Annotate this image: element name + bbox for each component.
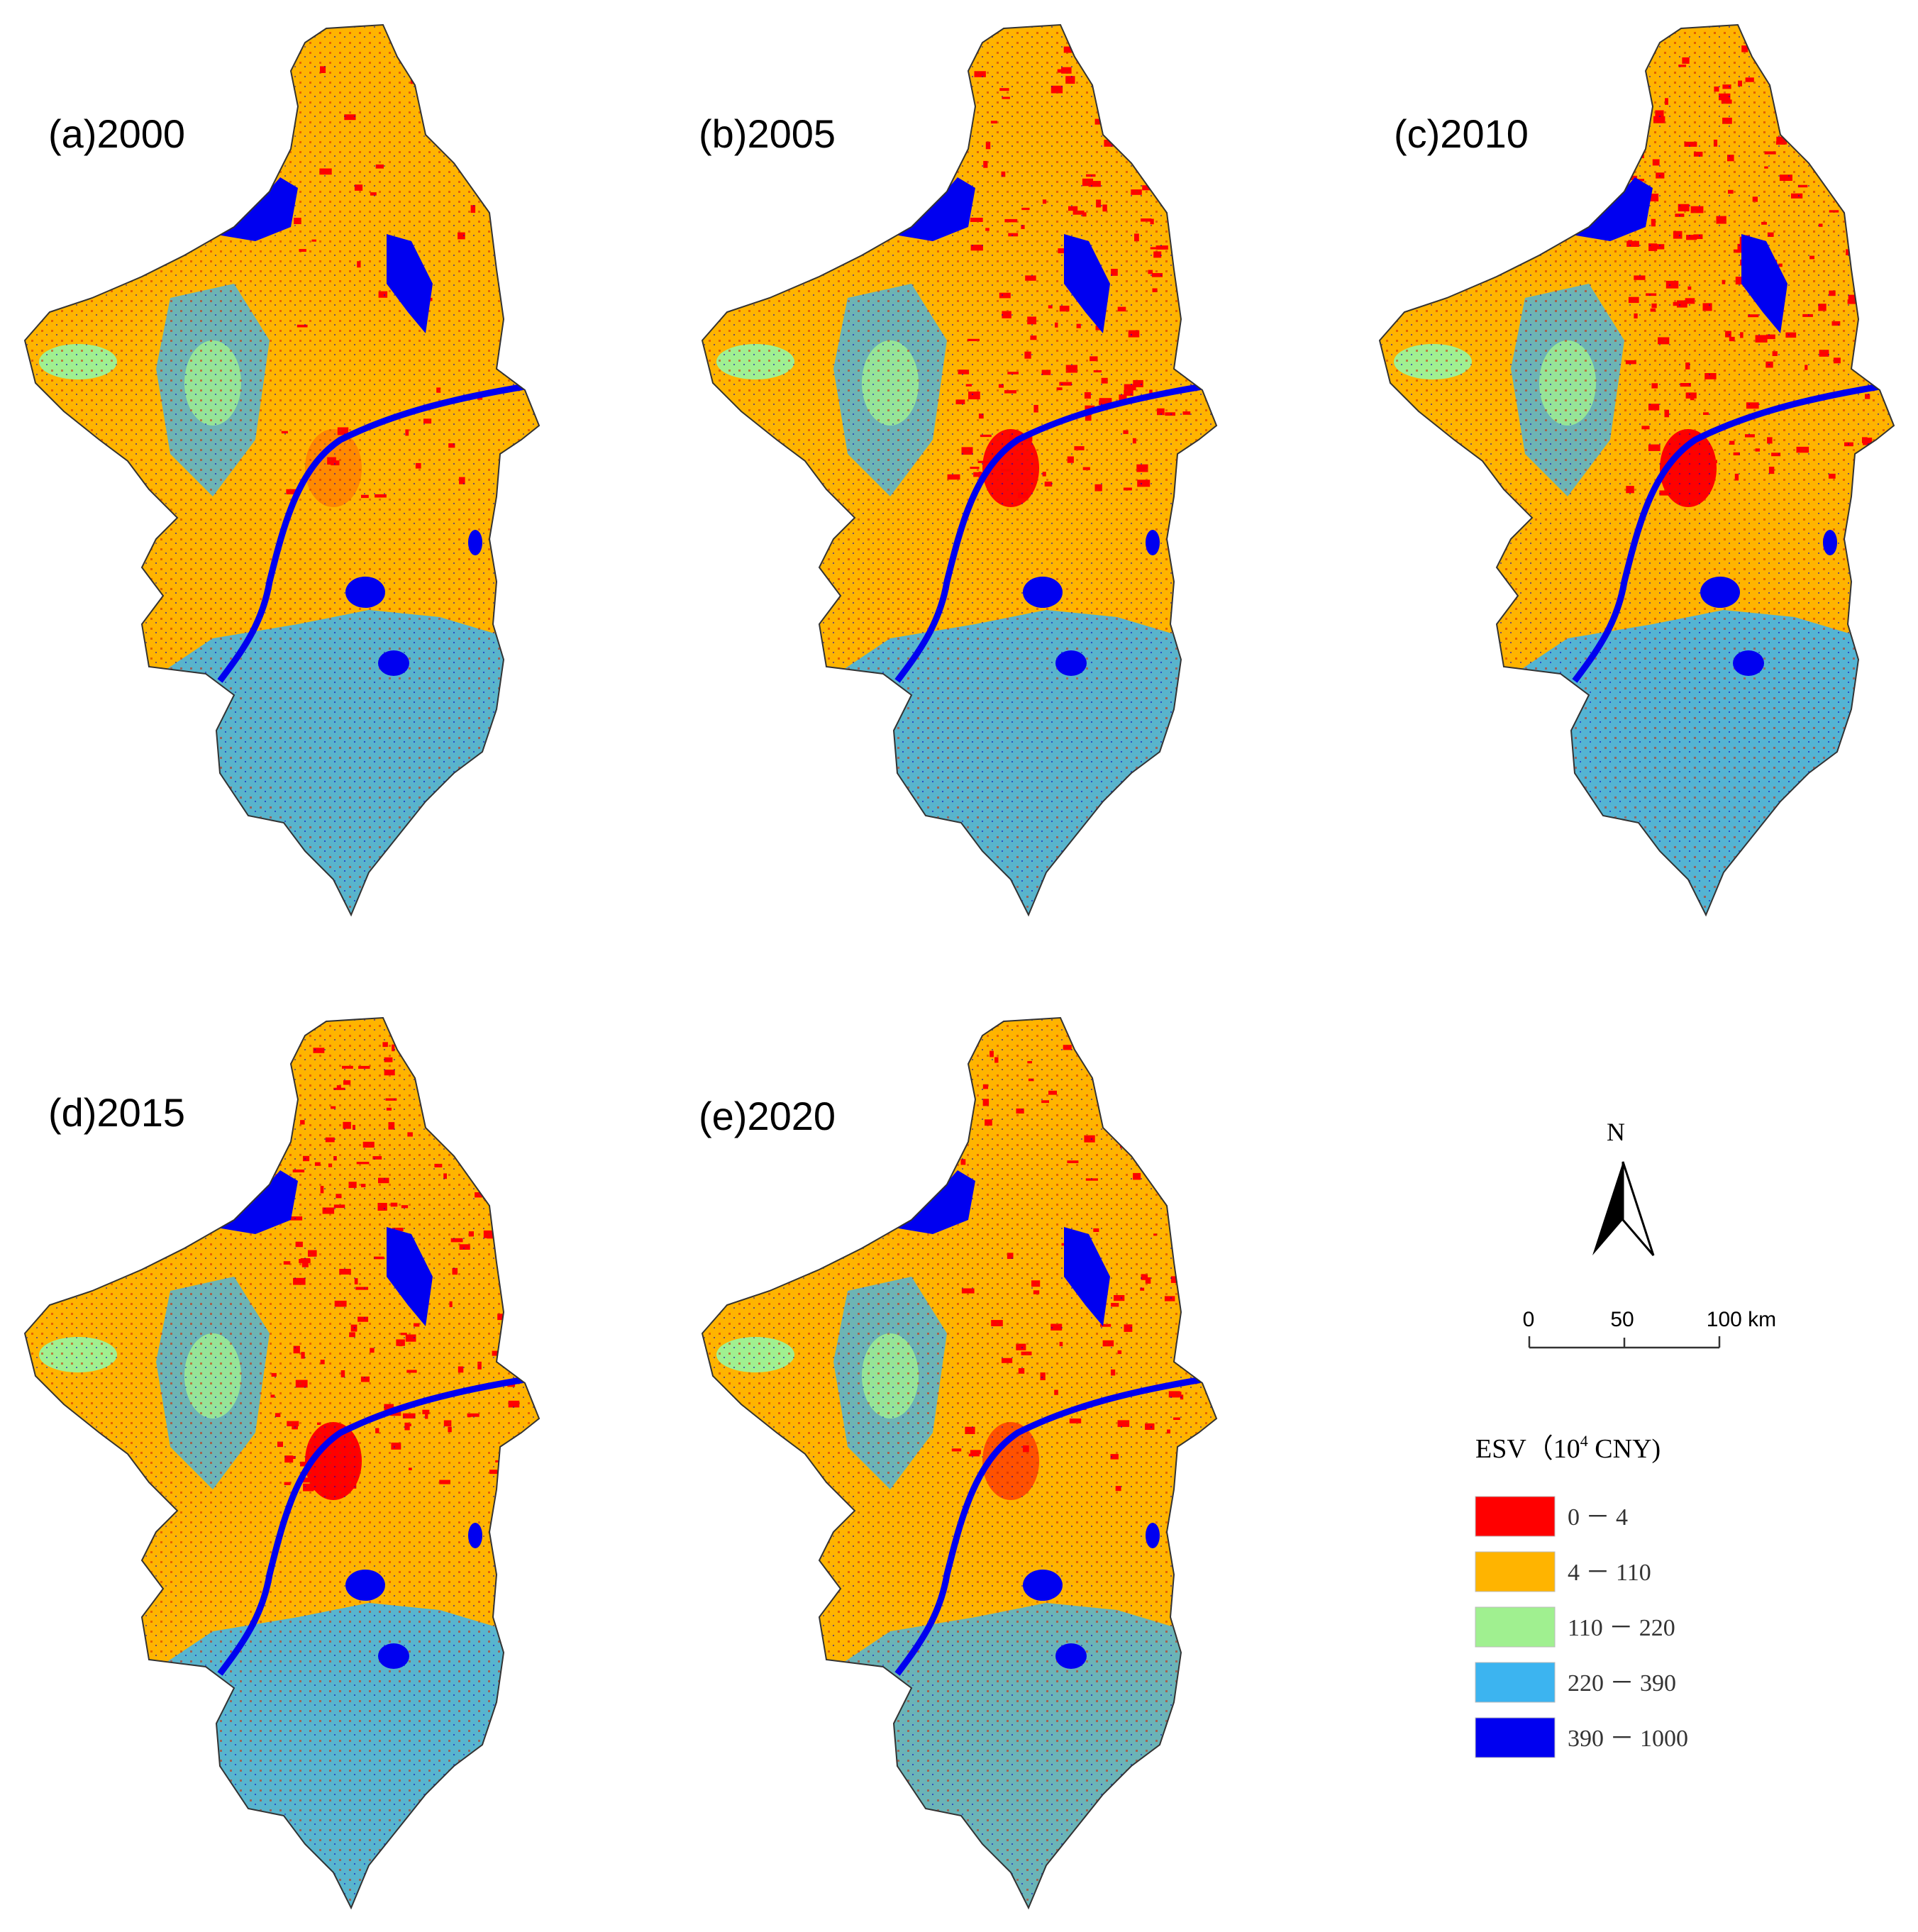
legend-label-1: 4 － 110 xyxy=(1568,1560,1651,1586)
legend-items: 0 － 4 4 － 110 110 － 220 220 － 390 390 － 1000 xyxy=(1475,1496,1688,1758)
north-arrow-icon xyxy=(1592,1162,1623,1255)
north-arrow: N xyxy=(1592,1118,1655,1256)
legend-swatch-1 xyxy=(1475,1551,1556,1592)
panel-label-e: (e)2020 xyxy=(699,1094,836,1138)
legend-title-suffix: CNY) xyxy=(1588,1434,1661,1464)
legend-swatch-2 xyxy=(1475,1606,1556,1648)
legend-swatch-3 xyxy=(1475,1662,1556,1703)
panel-label-a: (a)2000 xyxy=(48,111,185,156)
scale-tick-50: 50 xyxy=(1610,1308,1634,1331)
legend-swatch-4 xyxy=(1475,1717,1556,1758)
panel-label-c: (c)2010 xyxy=(1394,111,1529,156)
scale-tick-0: 0 xyxy=(1523,1308,1535,1331)
legend-label-2: 110 － 220 xyxy=(1568,1615,1675,1641)
legend-title-exponent: 4 xyxy=(1580,1432,1588,1450)
legend-label-0: 0 － 4 xyxy=(1568,1504,1628,1531)
legend: ESV（104 CNY) 0 － 4 4 － 110 110 － 220 220 － … xyxy=(1475,1432,1688,1758)
legend-title: ESV（104 CNY) xyxy=(1475,1432,1661,1464)
legend-label-3: 220 － 390 xyxy=(1568,1670,1676,1697)
north-arrow-label: N xyxy=(1607,1118,1625,1146)
panel-label-b: (b)2005 xyxy=(699,111,836,156)
scale-bar: 0 50 100 km xyxy=(1523,1308,1776,1349)
legend-swatch-0 xyxy=(1475,1496,1556,1537)
panel-label-d: (d)2015 xyxy=(48,1090,185,1135)
scale-bar-line xyxy=(1528,1336,1721,1349)
scale-tick-100: 100 km xyxy=(1707,1308,1776,1331)
legend-title-prefix: ESV（10 xyxy=(1475,1434,1580,1464)
legend-label-4: 390 － 1000 xyxy=(1568,1726,1688,1752)
